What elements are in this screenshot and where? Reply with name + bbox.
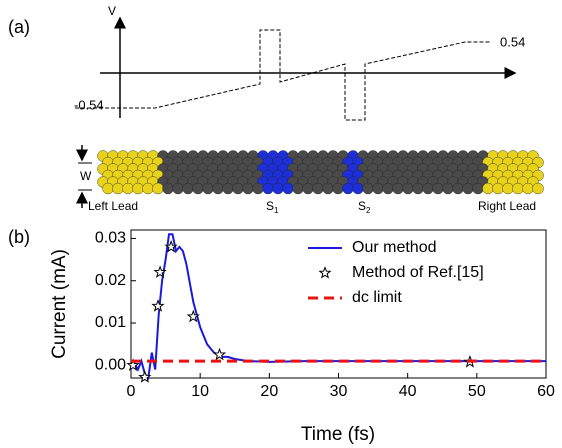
x-tick-label: 60 (537, 383, 555, 400)
atom (282, 182, 294, 195)
atom (202, 182, 214, 195)
atom (152, 182, 164, 195)
atom (352, 182, 364, 195)
atom (162, 182, 174, 195)
atom (502, 182, 514, 195)
atom (122, 182, 134, 195)
atom (312, 182, 324, 195)
atom (232, 182, 244, 195)
y-tick-label: 0.03 (95, 230, 126, 247)
atom (132, 182, 144, 195)
atom (302, 182, 314, 195)
atom (392, 182, 404, 195)
atom (222, 182, 234, 195)
atom (452, 182, 464, 195)
atom (212, 182, 224, 195)
lead-label: Left Lead (88, 199, 138, 213)
atom (112, 182, 124, 195)
atom (512, 182, 524, 195)
site-base: S (266, 199, 274, 213)
star-marker (126, 358, 140, 371)
atom (102, 182, 114, 195)
atom (492, 182, 504, 195)
atom (182, 182, 194, 195)
legend-label: Our method (352, 239, 436, 256)
series-line (130, 233, 546, 381)
voltage-label: -0.54 (74, 97, 104, 112)
atom (432, 182, 444, 195)
atom (242, 182, 254, 195)
site-base: S (358, 199, 366, 213)
ribbon (97, 150, 544, 195)
x-tick-label: 10 (191, 383, 209, 400)
atom (382, 182, 394, 195)
atom (362, 182, 374, 195)
atom (462, 182, 474, 195)
atom (322, 182, 334, 195)
y-axis-label: Current (mA) (49, 249, 70, 359)
x-tick-label: 50 (468, 383, 486, 400)
atom (332, 182, 344, 195)
star-marker (153, 265, 167, 278)
atom (482, 182, 494, 195)
star-marker (212, 347, 227, 361)
legend-label: Method of Ref.[15] (352, 264, 484, 281)
legend-label: dc limit (352, 289, 402, 306)
atom (262, 182, 274, 195)
atom (292, 182, 304, 195)
lead-label: Right Lead (478, 199, 536, 213)
panel-label: (a) (8, 17, 30, 37)
voltage-label: 0.54 (500, 34, 525, 49)
panel-label: (b) (8, 227, 30, 247)
atom (532, 182, 544, 195)
voltage-profile (75, 29, 490, 121)
atom (342, 182, 354, 195)
atom (372, 182, 384, 195)
atom (442, 182, 454, 195)
atom (402, 182, 414, 195)
y-tick-label: 0.00 (95, 357, 126, 374)
atom (192, 182, 204, 195)
atom (472, 182, 484, 195)
site-sub: 2 (366, 206, 371, 215)
site-sub: 1 (274, 206, 279, 215)
star-marker (151, 299, 165, 312)
x-axis-label: Time (fs) (301, 424, 375, 445)
x-tick-label: 0 (127, 383, 136, 400)
atom (252, 182, 264, 195)
atom (142, 182, 154, 195)
y-tick-label: 0.01 (95, 314, 126, 331)
atom (412, 182, 424, 195)
atom (272, 182, 284, 195)
x-tick-label: 20 (260, 383, 278, 400)
voltage-diagram (75, 16, 517, 121)
star-marker (186, 309, 200, 323)
width-label: W (80, 169, 92, 183)
x-tick-label: 30 (330, 383, 348, 400)
star-marker (164, 239, 178, 253)
legend-marker (318, 266, 332, 279)
star-marker (138, 370, 152, 383)
atom (172, 182, 184, 195)
site-label: S2 (358, 199, 371, 215)
axis-label: V (108, 4, 116, 18)
atom (522, 182, 534, 195)
atom (422, 182, 434, 195)
y-tick-label: 0.02 (95, 272, 126, 289)
x-tick-label: 40 (399, 383, 417, 400)
site-label: S1 (266, 199, 279, 215)
